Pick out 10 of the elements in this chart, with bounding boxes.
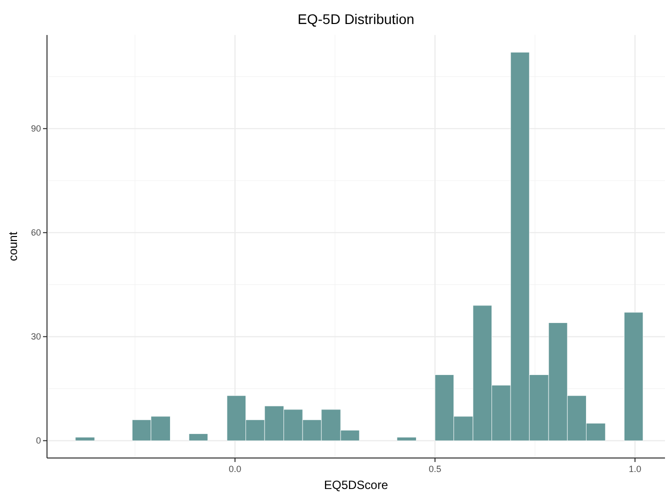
x-tick-label: 0.0 bbox=[228, 464, 242, 474]
y-tick-label: 30 bbox=[30, 332, 41, 342]
x-axis-title: EQ5DScore bbox=[324, 478, 388, 492]
y-axis-title: count bbox=[6, 231, 20, 262]
chart-title: EQ-5D Distribution bbox=[298, 11, 414, 27]
y-tick-label: 90 bbox=[30, 124, 41, 134]
y-tick-label: 0 bbox=[36, 436, 41, 446]
y-tick-label: 60 bbox=[30, 228, 41, 238]
x-tick-label: 0.5 bbox=[428, 464, 442, 474]
x-tick-label: 1.0 bbox=[628, 464, 642, 474]
